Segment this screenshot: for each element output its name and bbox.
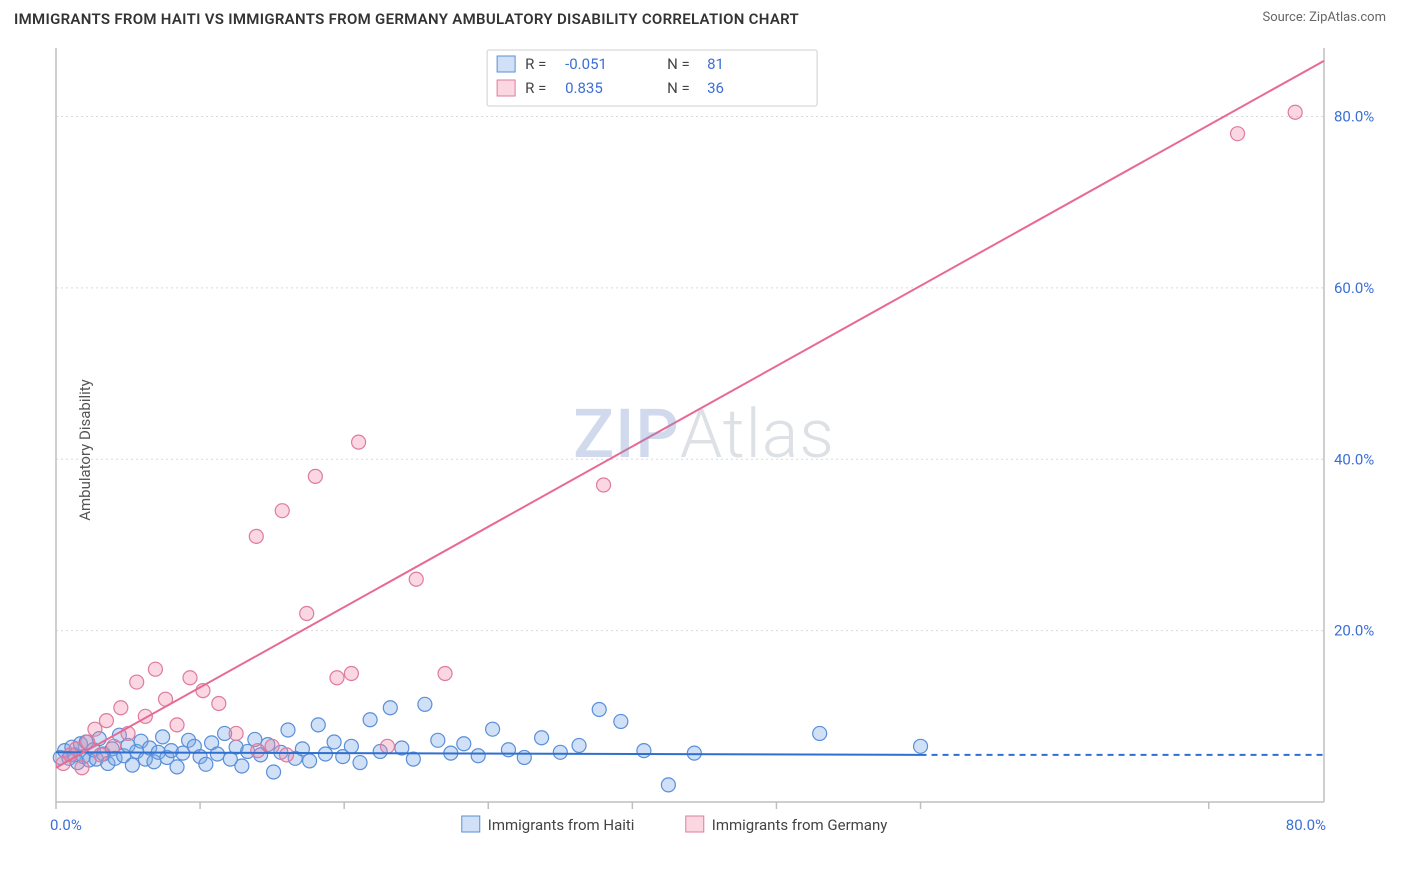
svg-text:N =: N = bbox=[667, 55, 690, 73]
chart-container: Ambulatory Disability 0.0% 80.0% 20.0% 40.0… bbox=[14, 40, 1394, 860]
chart-title: IMMIGRANTS FROM HAITI VS IMMIGRANTS FROM… bbox=[14, 10, 799, 28]
svg-text:-0.051: -0.051 bbox=[565, 55, 607, 73]
svg-text:Immigrants from Germany: Immigrants from Germany bbox=[712, 816, 888, 834]
svg-text:Immigrants from Haiti: Immigrants from Haiti bbox=[488, 816, 635, 834]
svg-text:80.0%: 80.0% bbox=[1286, 816, 1326, 834]
y-axis-label: Ambulatory Disability bbox=[76, 379, 94, 521]
source-label: Source: ZipAtlas.com bbox=[1262, 10, 1386, 25]
svg-text:40.0%: 40.0% bbox=[1334, 450, 1374, 468]
svg-text:N =: N = bbox=[667, 79, 690, 97]
svg-text:36: 36 bbox=[707, 79, 724, 97]
svg-text:20.0%: 20.0% bbox=[1334, 622, 1374, 640]
scatter-chart: 0.0% 80.0% 20.0% 40.0% 60.0% 80.0% R = -0.051 N … bbox=[14, 40, 1394, 860]
svg-text:81: 81 bbox=[707, 55, 724, 73]
svg-text:80.0%: 80.0% bbox=[1334, 108, 1374, 126]
svg-text:0.0%: 0.0% bbox=[50, 816, 82, 834]
svg-text:0.835: 0.835 bbox=[565, 79, 603, 97]
svg-text:60.0%: 60.0% bbox=[1334, 279, 1374, 297]
svg-text:R =: R = bbox=[525, 55, 546, 73]
svg-text:R =: R = bbox=[525, 79, 546, 97]
